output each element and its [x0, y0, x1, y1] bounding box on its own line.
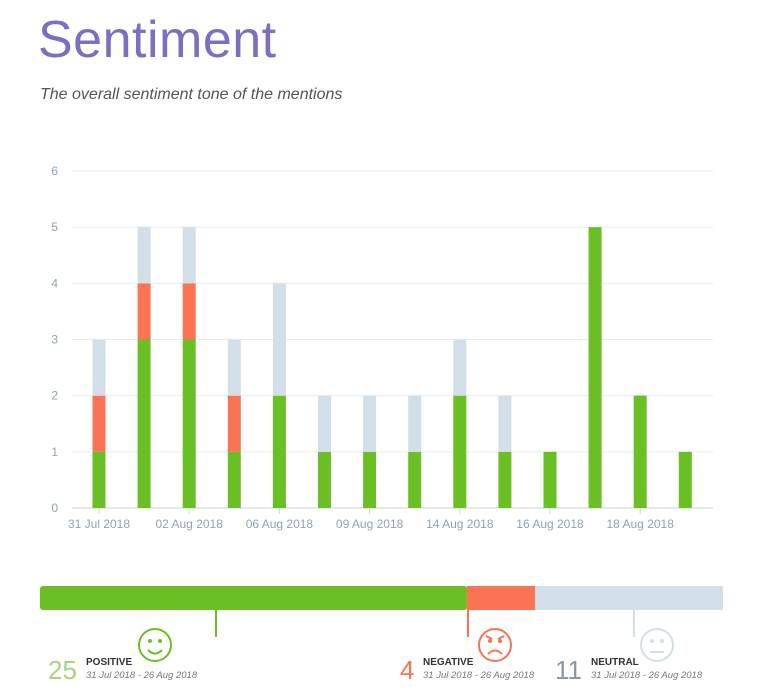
bar-neutral — [318, 395, 331, 452]
y-tick-label: 3 — [51, 333, 58, 347]
neutral-range: 31 Jul 2018 - 26 Aug 2018 — [591, 670, 703, 681]
positive-label: POSITIVE — [86, 657, 133, 668]
y-tick-label: 0 — [51, 501, 58, 515]
smile-icon-eye — [158, 639, 162, 643]
bar-positive — [543, 451, 557, 508]
smile-icon-mouth — [147, 649, 163, 655]
bar-positive — [318, 451, 331, 508]
bar-positive — [588, 227, 602, 508]
x-tick-label: 06 Aug 2018 — [246, 517, 314, 531]
positive-range: 31 Jul 2018 - 26 Aug 2018 — [86, 670, 198, 681]
bar-negative — [182, 283, 196, 340]
x-tick-label: 18 Aug 2018 — [606, 517, 674, 531]
page-subtitle: The overall sentiment tone of the mentio… — [40, 86, 343, 103]
bar-positive — [182, 339, 196, 508]
bar-neutral — [498, 395, 512, 452]
y-tick-label: 5 — [51, 220, 58, 234]
angry-icon-brows — [485, 635, 505, 640]
negative-count: 4 — [400, 655, 415, 685]
bar-positive — [137, 339, 151, 508]
bar-neutral — [182, 227, 196, 284]
bar-neutral — [227, 339, 241, 396]
neutral-face-icon — [640, 628, 674, 662]
angry-icon-eye — [498, 639, 502, 643]
bar-neutral — [408, 395, 422, 452]
neutral-face-icon-eye — [650, 639, 654, 643]
bar-positive — [363, 451, 377, 508]
bar-positive — [92, 451, 106, 508]
y-tick-label: 1 — [51, 445, 58, 459]
page-title: Sentiment — [38, 11, 277, 69]
angry-icon-eye — [488, 639, 492, 643]
bar-neutral — [453, 339, 467, 396]
bar-positive — [227, 451, 241, 508]
bar-positive — [633, 395, 647, 508]
bar-neutral — [92, 339, 106, 396]
x-tick-label: 09 Aug 2018 — [336, 517, 404, 531]
summary-bar-negative — [466, 586, 536, 610]
negative-label: NEGATIVE — [423, 657, 474, 668]
positive-count: 25 — [48, 655, 77, 685]
bar-positive — [498, 451, 512, 508]
bar-negative — [137, 283, 151, 340]
smile-icon — [138, 628, 172, 662]
y-tick-label: 6 — [51, 164, 58, 178]
bar-positive — [453, 395, 467, 508]
bar-neutral — [272, 283, 286, 396]
negative-range: 31 Jul 2018 - 26 Aug 2018 — [423, 670, 535, 681]
angry-icon — [478, 628, 512, 662]
y-tick-label: 2 — [51, 389, 58, 403]
summary-bar-neutral — [535, 586, 723, 610]
bar-neutral — [363, 395, 377, 452]
summary-bar-positive — [40, 586, 467, 610]
x-tick-label: 14 Aug 2018 — [426, 517, 494, 531]
x-tick-label: 02 Aug 2018 — [155, 517, 223, 531]
neutral-count: 11 — [555, 655, 582, 685]
bar-positive — [272, 395, 286, 508]
bar-neutral — [137, 227, 151, 284]
bar-positive — [678, 451, 692, 508]
neutral-label: NEUTRAL — [591, 657, 639, 668]
bar-negative — [92, 395, 106, 452]
bar-positive — [408, 451, 422, 508]
bar-negative — [227, 395, 241, 452]
x-tick-label: 31 Jul 2018 — [68, 517, 130, 531]
y-tick-label: 4 — [51, 276, 58, 290]
angry-icon-mouth — [487, 649, 503, 655]
smile-icon-eye — [148, 639, 152, 643]
neutral-face-icon-eye — [660, 639, 664, 643]
x-tick-label: 16 Aug 2018 — [516, 517, 584, 531]
